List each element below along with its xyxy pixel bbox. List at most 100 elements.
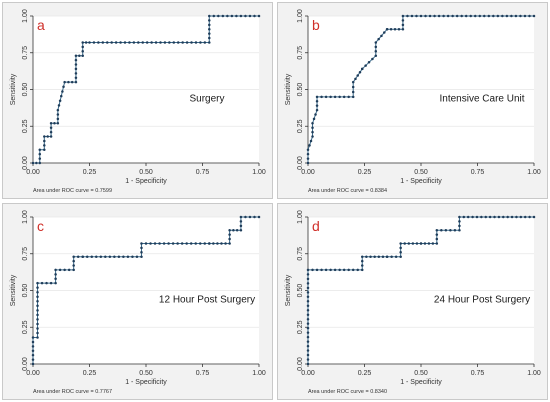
roc-point <box>515 215 518 219</box>
roc-point <box>194 41 198 44</box>
roc-point <box>171 242 175 245</box>
roc-point <box>449 228 452 232</box>
panel-letter: c <box>37 218 44 234</box>
roc-point <box>185 41 189 44</box>
roc-point <box>88 41 91 44</box>
y-axis-title: Sensitivity <box>285 274 292 306</box>
roc-point <box>306 344 310 348</box>
roc-point <box>347 268 350 272</box>
roc-point <box>140 246 143 250</box>
y-tick-label: 0.50 <box>22 284 29 298</box>
roc-point <box>128 41 131 44</box>
roc-point <box>101 41 105 44</box>
roc-point <box>132 41 136 44</box>
roc-point <box>306 313 310 316</box>
roc-point <box>399 255 402 258</box>
roc-point <box>411 242 415 245</box>
roc-point <box>74 63 78 66</box>
roc-point <box>514 14 518 18</box>
roc-point <box>475 215 479 219</box>
roc-point <box>358 70 362 74</box>
panel-label: Surgery <box>190 93 225 104</box>
x-tick-label: 1.00 <box>252 370 266 377</box>
roc-point <box>56 113 60 116</box>
roc-point <box>123 41 127 44</box>
roc-point <box>36 309 39 312</box>
y-tick-label: 0.25 <box>22 119 29 133</box>
y-tick-label: 0.00 <box>22 156 29 170</box>
roc-point <box>397 27 401 31</box>
roc-point <box>163 41 167 44</box>
roc-point <box>38 157 42 160</box>
roc-point <box>189 242 193 245</box>
roc-point <box>35 161 38 165</box>
x-tick-label: 0.75 <box>471 370 485 377</box>
roc-panel-a: 0.00 0.25 0.50 0.75 1.00 0.00 0.25 0.50 0.75 1.00… <box>2 2 273 199</box>
roc-point <box>36 327 39 330</box>
roc-point <box>203 242 207 245</box>
roc-point <box>203 41 207 44</box>
roc-point <box>144 242 148 245</box>
roc-point <box>528 14 531 18</box>
roc-point <box>496 14 500 18</box>
y-tick-label: 0.75 <box>22 46 29 60</box>
roc-point <box>180 242 184 245</box>
roc-point <box>239 220 243 223</box>
roc-point <box>154 41 158 44</box>
roc-point <box>315 104 319 107</box>
roc-point <box>97 41 100 44</box>
roc-point <box>208 41 211 44</box>
roc-point <box>444 228 448 232</box>
roc-point <box>458 228 461 232</box>
roc-point <box>36 304 39 308</box>
y-tick-label: 0.50 <box>297 284 304 298</box>
roc-point <box>46 135 49 138</box>
roc-point <box>385 27 389 31</box>
roc-point <box>484 215 487 219</box>
roc-point <box>410 14 414 18</box>
roc-point <box>235 14 238 18</box>
roc-point <box>31 353 35 357</box>
roc-point <box>113 255 116 258</box>
x-tick-label: 0.75 <box>196 370 210 377</box>
y-tick-label: 0.50 <box>22 83 29 97</box>
roc-point <box>117 255 121 258</box>
roc-panel-b: 0.00 0.25 0.50 0.75 1.00 0.00 0.25 0.50 0.75 1.00… <box>277 2 548 199</box>
roc-point <box>220 242 223 245</box>
roc-point <box>49 122 53 125</box>
roc-point <box>320 268 323 272</box>
roc-point <box>54 277 57 280</box>
roc-point <box>36 290 39 294</box>
roc-point <box>306 358 310 361</box>
roc-point <box>427 242 431 245</box>
roc-point <box>31 349 35 353</box>
roc-point <box>505 14 509 18</box>
roc-point <box>338 268 341 272</box>
roc-point <box>324 268 328 272</box>
panel-label: 12 Hour Post Surgery <box>159 294 255 305</box>
roc-point <box>497 215 501 219</box>
roc-point <box>442 14 445 18</box>
y-tick-label: 0.75 <box>297 46 304 60</box>
roc-point <box>306 273 310 276</box>
roc-point <box>72 255 75 258</box>
auc-footnote: Area under ROC curve = 0.8384 <box>308 188 387 194</box>
roc-point <box>54 268 57 272</box>
roc-point <box>74 58 78 62</box>
roc-point <box>458 224 461 228</box>
roc-point <box>36 322 39 326</box>
roc-plot-a: 0.00 0.25 0.50 0.75 1.00 0.00 0.25 0.50 0.75 1.00… <box>10 9 266 194</box>
y-tick-label: 1.00 <box>297 9 304 23</box>
roc-point <box>315 268 319 272</box>
roc-point <box>74 67 78 71</box>
roc-point <box>523 215 527 219</box>
roc-point <box>168 41 171 44</box>
roc-point <box>199 41 202 44</box>
roc-point <box>95 255 98 258</box>
roc-point <box>311 122 314 125</box>
roc-point <box>167 242 170 245</box>
auc-footnote: Area under ROC curve = 0.8340 <box>308 389 387 395</box>
roc-point <box>198 242 202 245</box>
x-tick-label: 0.00 <box>26 169 40 176</box>
roc-point <box>377 37 380 41</box>
